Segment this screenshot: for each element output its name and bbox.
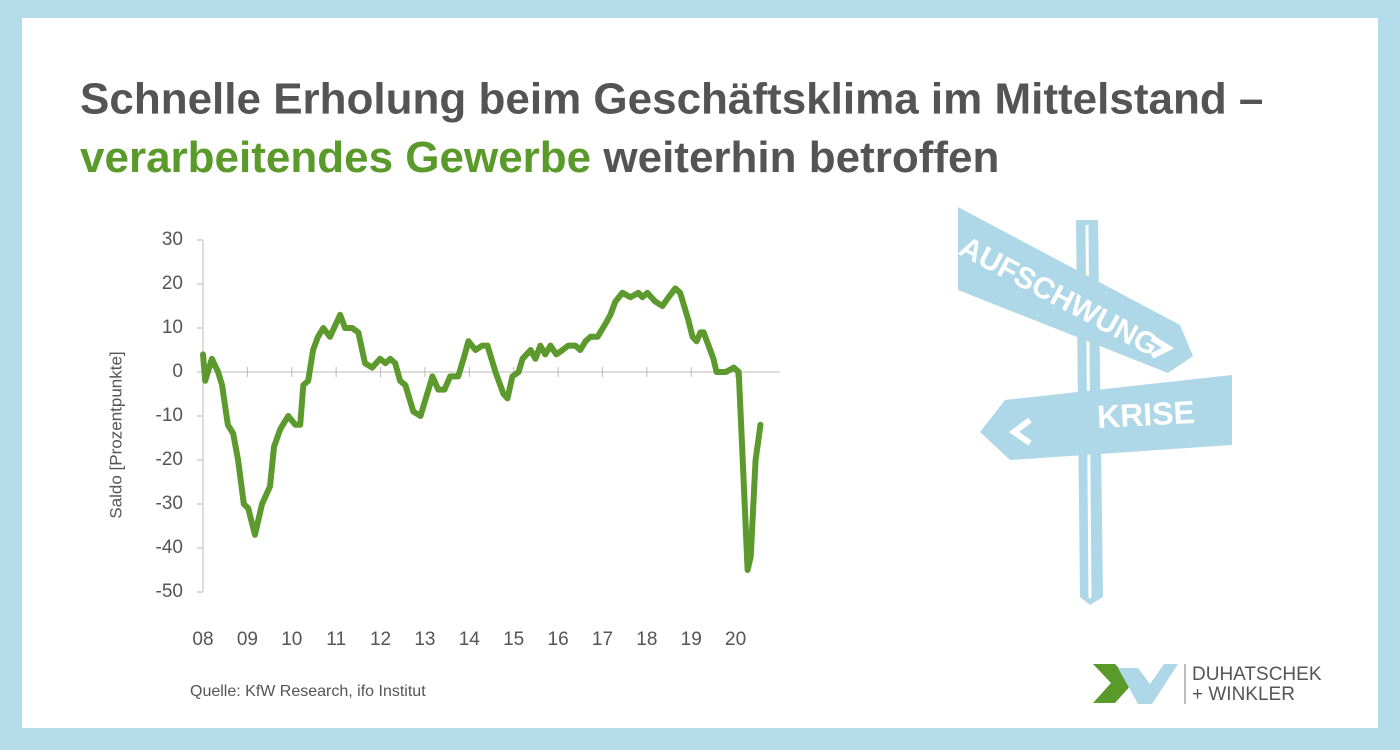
arrow-left [1008, 417, 1032, 446]
x-tick-label: 18 [636, 629, 657, 650]
sign-up [958, 207, 1193, 373]
title-rest: weiterhin betroffen [602, 133, 999, 182]
logo: DUHATSCHEK + WINKLER [1093, 664, 1322, 705]
data-line [200, 285, 764, 573]
logo-line2: + WINKLER [1192, 684, 1295, 705]
x-tick-label: 10 [281, 629, 302, 650]
x-tick-label: 16 [548, 629, 569, 650]
panel [22, 18, 1378, 728]
y-tick-label: 10 [162, 317, 183, 338]
x-tick-label: 15 [503, 629, 524, 650]
arrow-right [1150, 335, 1175, 359]
title-line2: verarbeitendes Gewerbe weiterhin betroff… [80, 133, 999, 182]
x-tick-label: 11 [326, 629, 346, 650]
x-tick-label: 17 [592, 629, 613, 650]
x-tick-label: 08 [192, 629, 213, 650]
x-tick-label: 13 [414, 629, 435, 650]
y-tick-label: -10 [156, 405, 183, 426]
y-tick-label: -40 [156, 537, 183, 558]
sign-down [980, 375, 1232, 460]
x-tick-label: 12 [370, 629, 391, 650]
x-tick-label: 19 [681, 629, 702, 650]
logo-line1: DUHATSCHEK [1192, 664, 1322, 685]
y-tick-label: -20 [156, 449, 183, 470]
y-tick-label: 0 [172, 361, 183, 382]
x-tick-label: 09 [237, 629, 258, 650]
y-axis-label: Saldo [Prozentpunkte] [106, 351, 125, 518]
title-line1: Schnelle Erholung beim Geschäftsklima im… [80, 75, 1263, 124]
x-tick-label: 14 [459, 629, 481, 650]
source: Quelle: KfW Research, ifo Institut [190, 683, 426, 700]
x-tick-label: 20 [725, 629, 746, 650]
sign-down-text: KRISE [1096, 394, 1196, 435]
y-tick-label: 30 [162, 229, 183, 250]
y-tick-label: 20 [162, 273, 183, 294]
y-tick-label: -30 [156, 493, 183, 514]
logo-w [1118, 664, 1178, 704]
y-tick-label: -50 [156, 581, 183, 602]
title-highlight: verarbeitendes Gewerbe [80, 133, 591, 182]
